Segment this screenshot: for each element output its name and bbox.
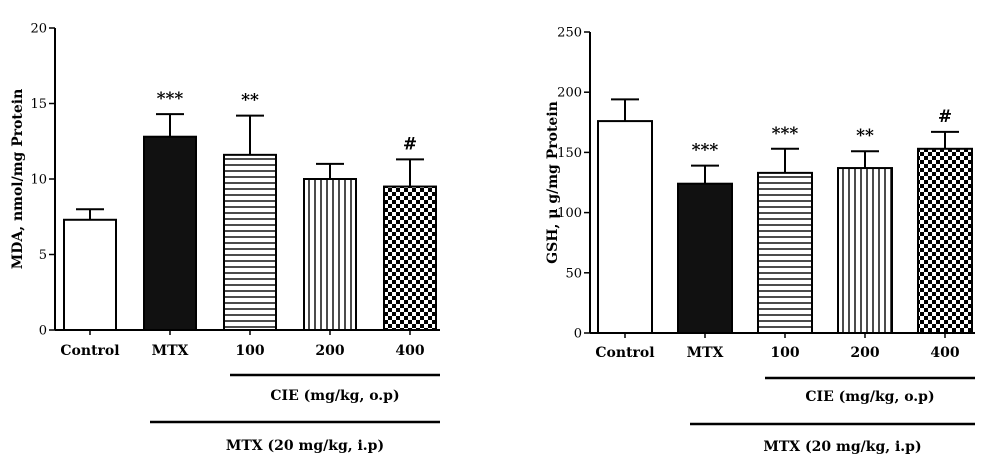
group-label: CIE (mg/kg, o.p) (805, 389, 934, 405)
bar (917, 147, 973, 334)
x-tick-label: 100 (235, 343, 264, 359)
bar (597, 120, 653, 335)
significance-label: ** (856, 126, 874, 146)
significance-label: *** (692, 141, 719, 161)
bar (757, 171, 813, 334)
significance-label: ** (241, 91, 259, 111)
y-tick-label: 0 (574, 327, 582, 342)
x-tick-label: MTX (687, 345, 724, 361)
y-tick-label: 10 (30, 173, 47, 188)
significance-label: # (403, 134, 417, 154)
bar (383, 185, 437, 331)
significance-label: *** (772, 124, 799, 144)
y-tick-label: 200 (557, 86, 582, 101)
x-tick-label: 400 (395, 343, 424, 359)
bar (63, 218, 117, 332)
bar (143, 135, 197, 331)
group-label: MTX (20 mg/kg, i.p) (763, 439, 921, 455)
y-tick-label: 100 (557, 206, 582, 221)
bar (303, 178, 357, 331)
x-tick-label: 200 (315, 343, 344, 359)
y-axis-label: GSH, μ g/mg Protein (545, 101, 561, 264)
x-tick-label: Control (595, 345, 654, 361)
y-tick-label: 15 (30, 97, 47, 112)
y-axis-label: MDA, nmol/mg Protein (10, 89, 26, 270)
significance-label: *** (157, 89, 184, 109)
x-tick-label: MTX (152, 343, 189, 359)
bar (837, 167, 893, 334)
bar (223, 153, 277, 331)
group-label: CIE (mg/kg, o.p) (270, 388, 399, 404)
x-tick-label: 200 (850, 345, 879, 361)
y-tick-label: 150 (557, 146, 582, 161)
x-tick-label: 400 (930, 345, 959, 361)
group-label: MTX (20 mg/kg, i.p) (226, 438, 384, 454)
y-tick-label: 0 (39, 324, 47, 339)
significance-label: # (938, 107, 952, 127)
y-tick-label: 50 (565, 266, 582, 281)
y-tick-label: 250 (557, 26, 582, 41)
x-tick-label: Control (60, 343, 119, 359)
bar (677, 182, 733, 334)
y-tick-label: 20 (30, 22, 47, 37)
x-tick-label: 100 (770, 345, 799, 361)
y-tick-label: 5 (39, 248, 47, 263)
